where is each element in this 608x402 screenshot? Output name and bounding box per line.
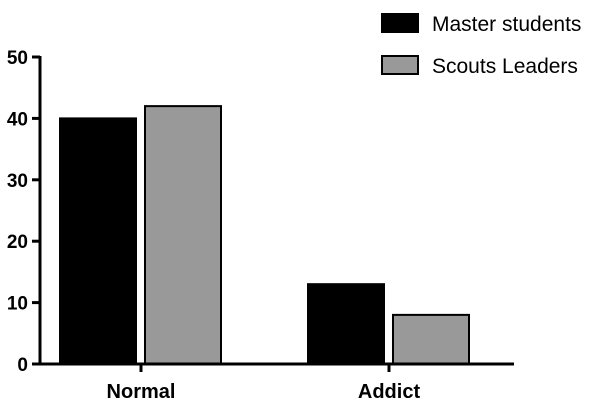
legend-label-master-students: Master students: [432, 13, 581, 36]
legend: Master students Scouts Leaders: [381, 13, 581, 78]
bar-normal-master-students: [59, 117, 137, 366]
x-category-label-normal: Normal: [107, 381, 176, 402]
bar-addict-master-students: [307, 283, 385, 365]
bars-group: [59, 105, 470, 366]
y-tick-label: 0: [17, 355, 28, 376]
y-tick-label: 40: [7, 109, 28, 130]
legend-swatch-master-students: [381, 13, 419, 33]
y-tick-label: 20: [7, 232, 28, 253]
y-ticks-group: 0 10 20 30 40 50: [7, 48, 40, 376]
axes-group: [38, 56, 514, 372]
y-tick-label: 10: [7, 294, 28, 315]
y-tick-label: 50: [7, 48, 28, 69]
legend-swatch-scouts-leaders: [381, 55, 419, 75]
legend-label-scouts-leaders: Scouts Leaders: [432, 55, 578, 78]
bar-normal-scouts-leaders: [144, 105, 222, 366]
x-category-label-addict: Addict: [358, 381, 421, 402]
y-tick-label: 30: [7, 171, 28, 192]
x-categories-group: Normal Addict: [107, 381, 421, 402]
bar-addict-scouts-leaders: [392, 313, 470, 366]
